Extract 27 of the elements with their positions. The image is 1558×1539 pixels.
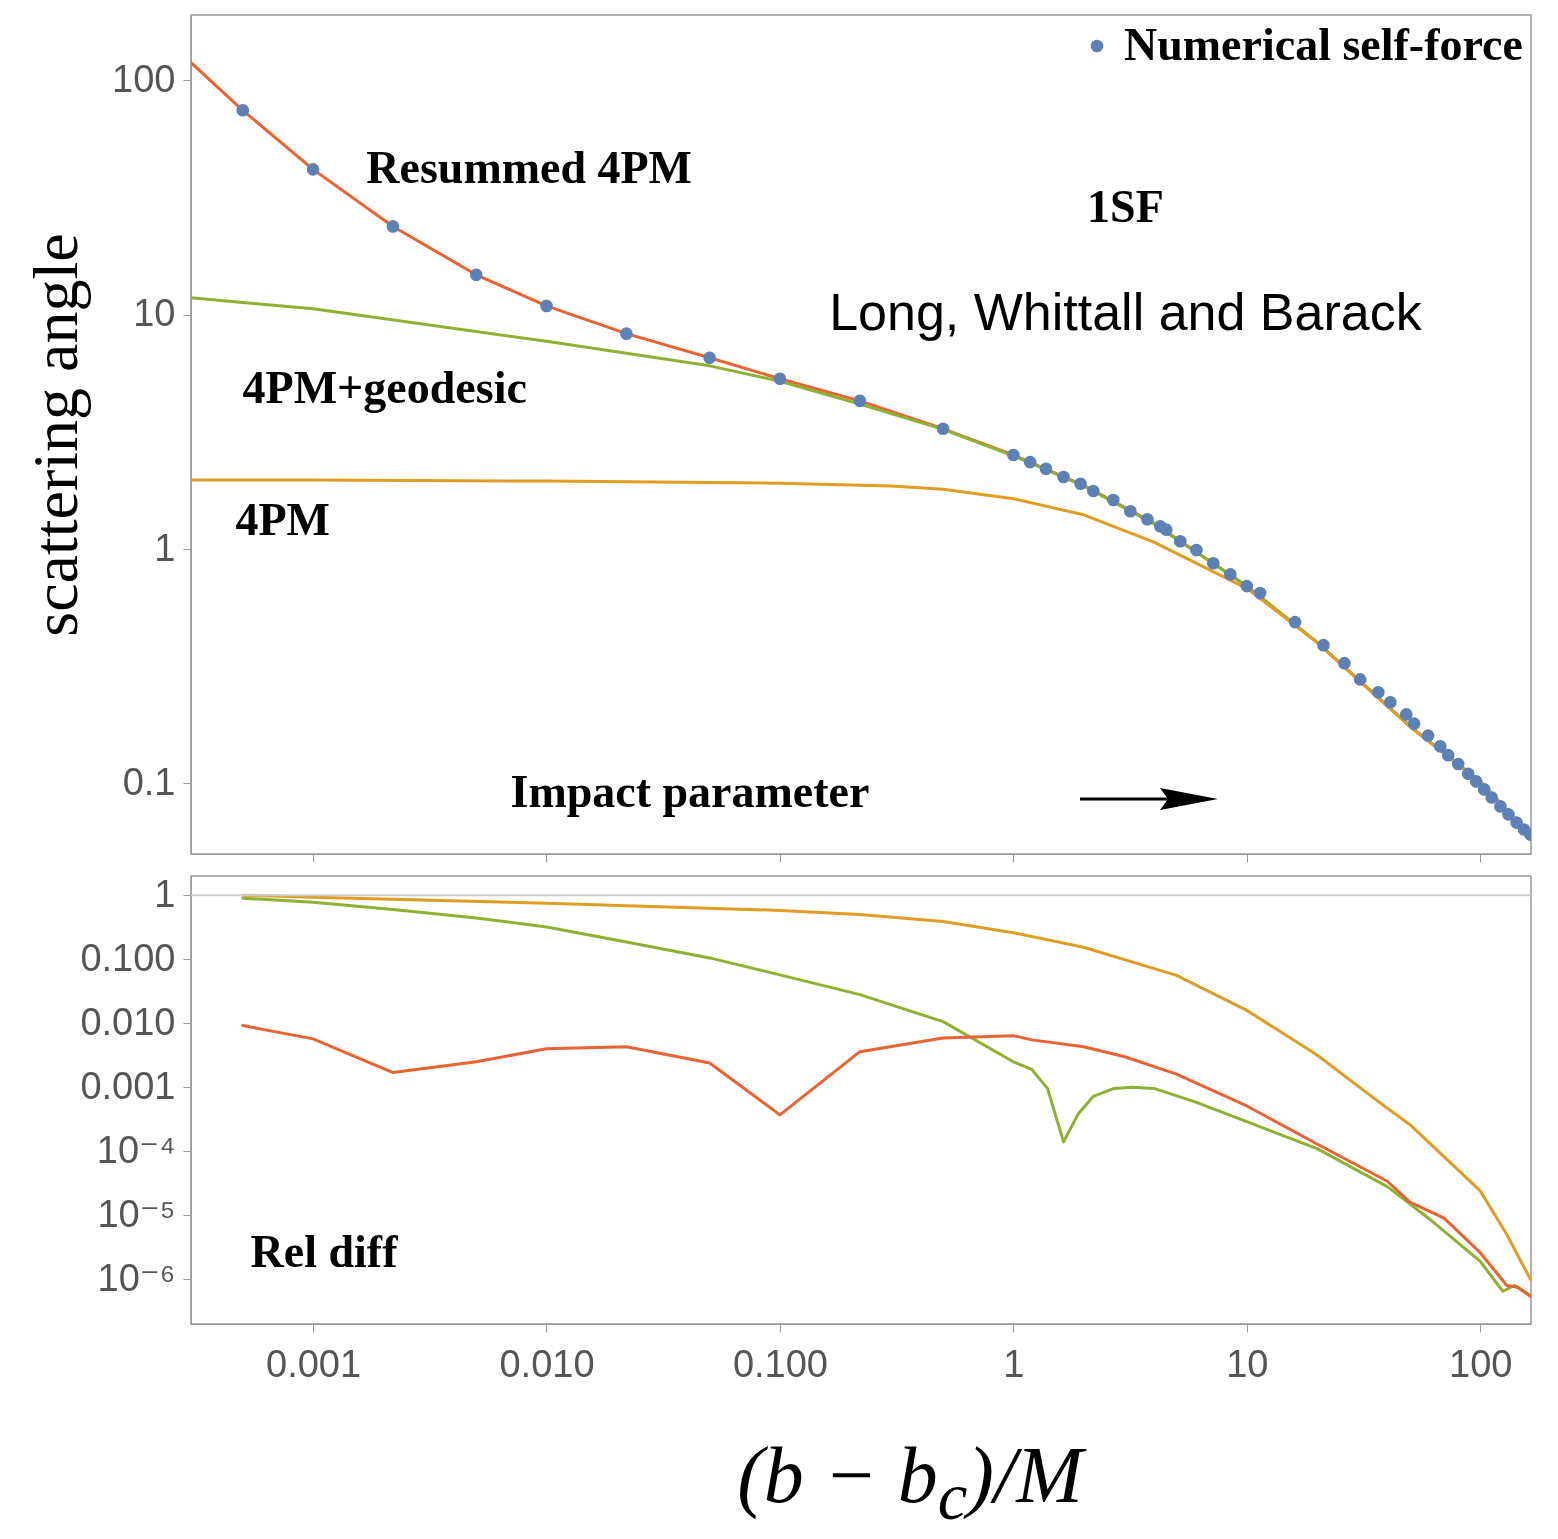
series-label: 4PM bbox=[235, 493, 330, 545]
x-tick-label: 0.001 bbox=[266, 1342, 362, 1385]
x-tick-label: 10 bbox=[1226, 1342, 1269, 1385]
y-tick-label: 0.100 bbox=[80, 936, 176, 979]
y-tick-label: 1 bbox=[154, 872, 176, 915]
x-tick-label: 0.010 bbox=[499, 1342, 595, 1385]
x-axis-title: (b − b$_{c}$)/M bbox=[736, 1430, 1088, 1535]
y-tick-label: 10⁻⁶ bbox=[97, 1256, 176, 1299]
y-tick-label: 10⁻⁵ bbox=[97, 1192, 176, 1235]
x-tick-label: 100 bbox=[1449, 1342, 1513, 1385]
annotation: 1SF bbox=[1087, 181, 1164, 233]
series-label: Resummed 4PM bbox=[366, 141, 693, 193]
y-tick-label: 10⁻⁴ bbox=[96, 1128, 176, 1171]
x-tick-label: 0.100 bbox=[732, 1342, 828, 1385]
y-tick-label: 0.1 bbox=[122, 760, 176, 803]
y-tick-label: 0.001 bbox=[80, 1064, 176, 1107]
y-tick-label: 0.010 bbox=[80, 1000, 176, 1043]
annotation: Rel diff bbox=[250, 1225, 399, 1277]
x-tick-label: 1 bbox=[1003, 1342, 1025, 1385]
y-tick-label: 1 bbox=[154, 526, 176, 569]
legend-label: Numerical self-force bbox=[1124, 19, 1523, 70]
y-tick-label: 10 bbox=[133, 292, 176, 335]
y-axis-title: scattering angle bbox=[20, 233, 92, 637]
series-label: 4PM+geodesic bbox=[242, 361, 527, 413]
y-tick-label: 100 bbox=[112, 57, 176, 100]
annotation: Long, Whittall and Barack bbox=[829, 282, 1423, 341]
annotation: Impact parameter bbox=[510, 766, 870, 818]
